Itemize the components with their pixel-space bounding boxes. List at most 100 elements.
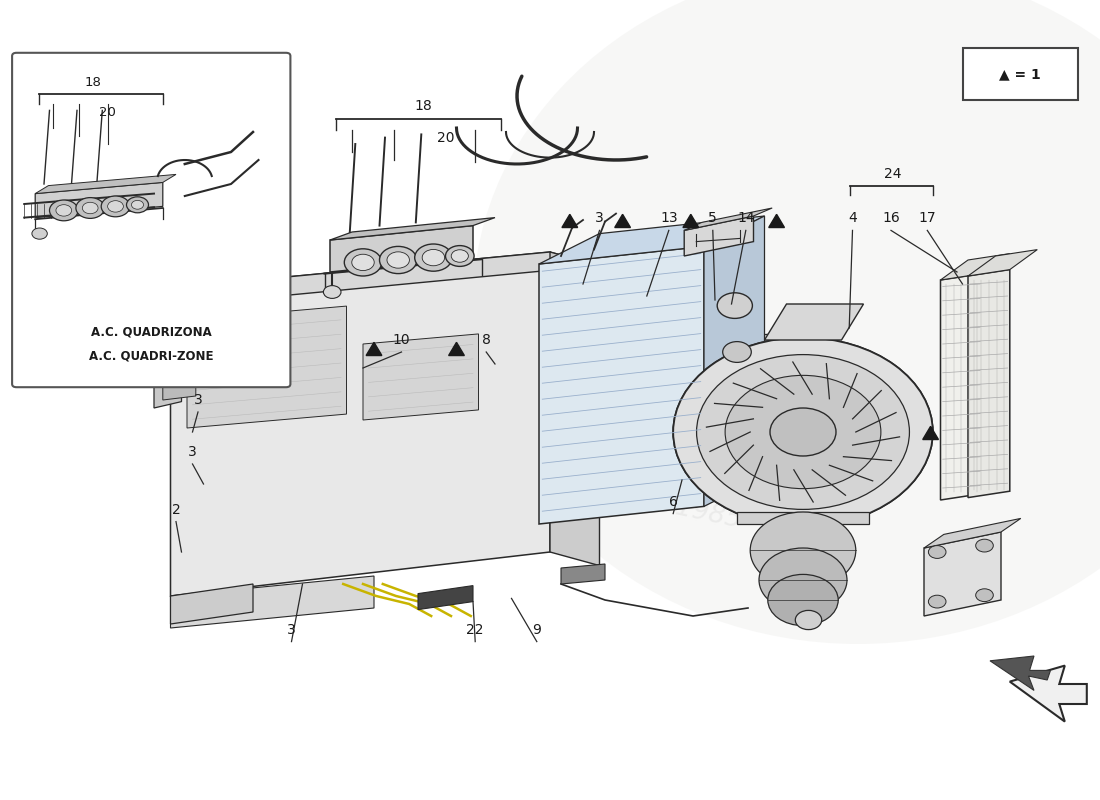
Text: 3: 3 [194,393,202,407]
Polygon shape [968,270,1010,498]
Circle shape [50,200,78,221]
Bar [962,48,1078,100]
Polygon shape [940,274,982,500]
Polygon shape [170,252,600,302]
Circle shape [673,338,933,526]
Circle shape [725,375,881,489]
Circle shape [976,589,993,602]
Polygon shape [704,332,830,352]
Circle shape [928,595,946,608]
Text: 5: 5 [708,211,717,226]
Circle shape [717,293,752,318]
Text: 2: 2 [172,502,180,517]
Text: 18: 18 [85,76,102,90]
Circle shape [422,250,444,266]
Polygon shape [163,336,196,356]
Polygon shape [539,216,764,264]
Circle shape [101,196,130,217]
Text: 20: 20 [437,131,454,146]
Polygon shape [968,250,1037,276]
Text: A.C. QUADRI-ZONE: A.C. QUADRI-ZONE [89,350,213,363]
Text: 4: 4 [848,211,857,226]
Text: 22: 22 [466,622,484,637]
Circle shape [82,202,98,214]
Polygon shape [769,214,784,227]
Circle shape [344,249,382,276]
Polygon shape [684,208,772,230]
Polygon shape [550,252,600,566]
Text: 17: 17 [918,211,936,226]
Ellipse shape [473,0,1100,644]
Circle shape [32,228,47,239]
Text: 13: 13 [660,211,678,226]
Circle shape [108,201,123,212]
Circle shape [768,574,838,626]
Polygon shape [923,426,938,439]
Polygon shape [449,342,464,355]
Text: euros: euros [396,350,748,458]
Polygon shape [737,512,869,524]
Text: 8: 8 [482,333,491,347]
Circle shape [723,342,751,362]
Circle shape [795,610,822,630]
Circle shape [696,354,910,510]
Circle shape [759,548,847,612]
Circle shape [770,408,836,456]
Circle shape [352,254,374,270]
Circle shape [323,286,341,298]
Circle shape [379,246,417,274]
Polygon shape [330,218,495,240]
Polygon shape [187,306,346,428]
Polygon shape [704,340,825,500]
Circle shape [673,338,933,526]
Polygon shape [615,214,630,227]
Polygon shape [539,246,704,524]
Text: 24: 24 [884,166,902,181]
Text: A.C. QUADRIZONA: A.C. QUADRIZONA [91,326,211,339]
Text: ▲ = 1: ▲ = 1 [1000,67,1041,81]
Circle shape [446,246,474,266]
Polygon shape [562,214,578,227]
Circle shape [132,200,143,209]
Polygon shape [154,372,182,408]
Text: a passion since 1985: a passion since 1985 [466,450,744,534]
Polygon shape [924,532,1001,616]
Polygon shape [170,252,550,596]
Text: 3: 3 [595,211,604,226]
Circle shape [76,198,104,218]
Polygon shape [35,174,176,194]
Circle shape [415,244,452,271]
Polygon shape [561,564,605,584]
Text: 9: 9 [532,622,541,637]
Circle shape [976,539,993,552]
Polygon shape [170,584,253,624]
Polygon shape [154,312,182,352]
Circle shape [928,546,946,558]
Polygon shape [163,380,196,400]
Polygon shape [764,304,864,340]
Polygon shape [683,214,698,227]
Circle shape [56,205,72,216]
Text: 16: 16 [882,211,900,226]
Polygon shape [704,216,764,506]
Text: 3: 3 [287,622,296,637]
Text: 14: 14 [737,211,755,226]
Polygon shape [35,182,163,218]
Polygon shape [990,656,1050,690]
Polygon shape [363,334,478,420]
Text: 6: 6 [669,494,678,509]
Polygon shape [170,576,374,628]
Polygon shape [330,226,473,272]
FancyBboxPatch shape [12,53,290,387]
Circle shape [126,197,148,213]
Polygon shape [366,342,382,355]
Text: 20: 20 [99,106,117,119]
Polygon shape [418,586,473,610]
Text: 3: 3 [188,445,197,459]
Text: 18: 18 [415,99,432,114]
Polygon shape [924,518,1021,548]
Circle shape [451,250,469,262]
Polygon shape [940,254,1010,280]
Circle shape [750,512,856,589]
Polygon shape [684,216,754,256]
